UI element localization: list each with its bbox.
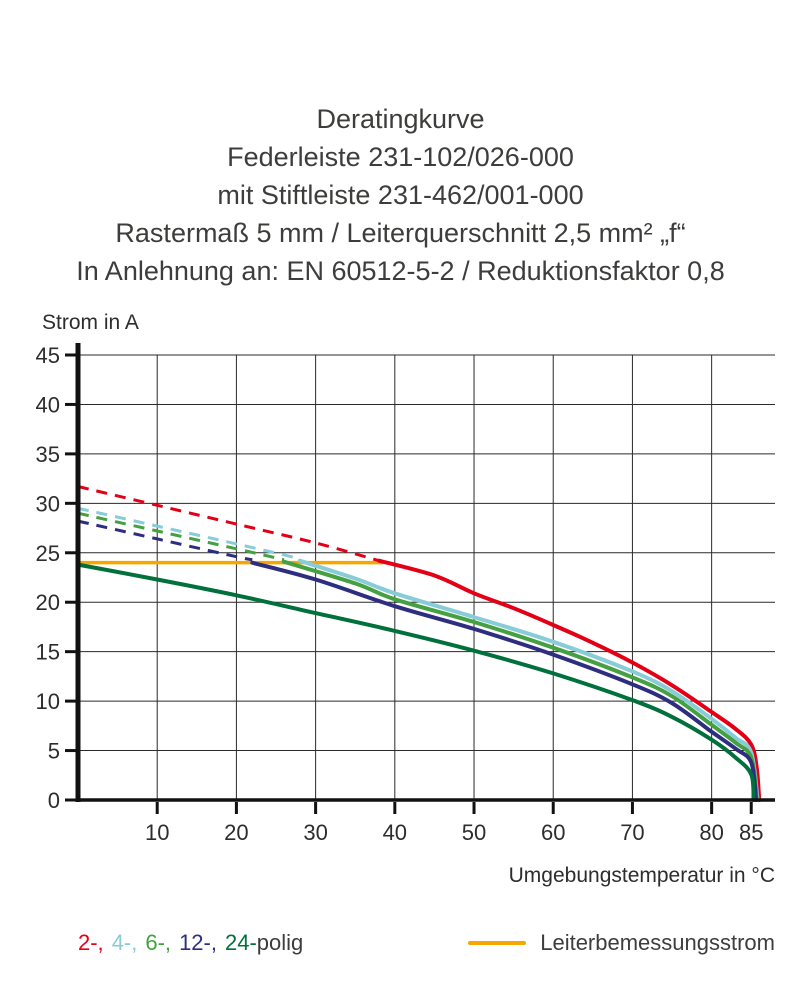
x-tick-label: 20	[224, 820, 248, 845]
title-line-3: mit Stiftleiste 231-462/001-000	[217, 180, 584, 210]
rated-current-label: Leiterbemessungsstrom	[540, 930, 775, 955]
x-tick-label: 40	[383, 820, 407, 845]
y-tick-label: 45	[36, 343, 60, 368]
derating-chart: 0 5 10 15 20 25 30 35 40 45 10 20 30 40 50 60 70 80 85	[36, 343, 775, 845]
y-axis-label: Strom in A	[42, 311, 139, 334]
curve-4-polig	[297, 558, 760, 802]
y-tick-label: 30	[36, 491, 60, 516]
title-line-2: Federleiste 231-102/026-000	[227, 142, 574, 172]
x-tick-label: 70	[620, 820, 644, 845]
y-tick-label: 25	[36, 541, 60, 566]
curve-dashed-12-polig	[77, 519, 253, 562]
y-tick-label: 5	[48, 739, 60, 764]
curve-dashed-2-polig	[77, 485, 380, 563]
curve-dashed-6-polig	[77, 511, 285, 562]
curve-24-polig	[76, 562, 756, 802]
y-tick-label: 10	[36, 689, 60, 714]
curve-12-polig	[250, 560, 758, 802]
title-line-1: Deratingkurve	[316, 104, 485, 134]
y-tick-label: 40	[36, 392, 60, 417]
chart-title-block: Deratingkurve Federleiste 231-102/026-00…	[0, 100, 801, 290]
legend-poles-suffix: polig	[256, 930, 304, 955]
title-line-5: In Anlehnung an: EN 60512-5-2 / Reduktio…	[76, 256, 725, 286]
rated-current-swatch	[468, 941, 527, 945]
legend-pole-2: 2-,	[78, 930, 104, 955]
x-tick-label: 10	[145, 820, 169, 845]
legend-rated-current: Leiterbemessungsstrom	[468, 930, 775, 956]
y-tick-label: 15	[36, 640, 60, 665]
title-line-4: Rastermaß 5 mm / Leiterquerschnitt 2,5 m…	[115, 218, 686, 248]
legend-pole-24: 24-	[224, 930, 257, 955]
legend-pole-6: 6-,	[145, 930, 172, 955]
legend-pole-12: 12-,	[179, 930, 217, 955]
y-tick-label: 35	[36, 442, 60, 467]
legend: 2-, 4-, 6-, 12-, 24-polig Leiterbemessungsst…	[78, 930, 775, 956]
x-tick-label: 60	[541, 820, 565, 845]
curve-2-polig	[377, 558, 762, 802]
curve-6-polig	[281, 559, 759, 802]
x-tick-label: 85	[739, 820, 763, 845]
curve-dashed-4-polig	[77, 506, 301, 561]
x-axis-label: Umgebungstemperatur in °C	[508, 864, 775, 887]
x-tick-label: 30	[303, 820, 327, 845]
y-tick-label: 20	[36, 590, 60, 615]
legend-poles: 2-, 4-, 6-, 12-, 24-polig	[78, 930, 303, 956]
y-tick-label: 0	[48, 788, 60, 813]
legend-pole-4: 4-,	[111, 930, 138, 955]
x-tick-label: 80	[699, 820, 723, 845]
x-tick-label: 50	[462, 820, 486, 845]
